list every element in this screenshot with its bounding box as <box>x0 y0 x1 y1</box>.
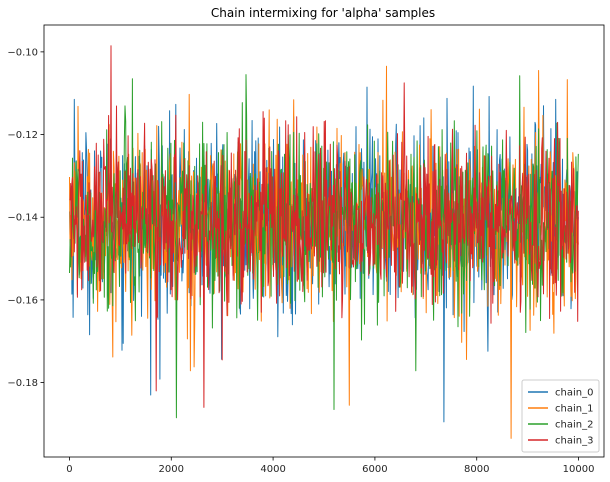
legend-label-chain_1: chain_1 <box>555 404 593 415</box>
legend-frame <box>521 379 600 453</box>
x-tick-label: 8000 <box>464 464 489 475</box>
y-axis: −0.18 −0.16 −0.14 −0.12 −0.10 <box>7 47 44 389</box>
legend: chain_0 chain_1 chain_2 chain_3 <box>521 379 600 453</box>
y-tick-label: −0.18 <box>7 378 38 389</box>
series-layer <box>69 45 579 439</box>
x-axis: 0 2000 4000 6000 8000 10000 <box>66 457 594 475</box>
x-tick-label: 2000 <box>159 464 184 475</box>
y-tick-label: −0.10 <box>7 47 38 58</box>
x-tick-label: 0 <box>66 464 72 475</box>
x-tick-label: 4000 <box>260 464 285 475</box>
plot-area: 0 2000 4000 6000 8000 10000 −0.18−0.16−0.14−0… <box>7 24 605 475</box>
legend-label-chain_3: chain_3 <box>555 436 593 447</box>
chart-title: Chain intermixing for 'alpha' samples <box>211 6 435 20</box>
y-tick-label: −0.16 <box>7 295 38 306</box>
legend-label-chain_0: chain_0 <box>555 388 593 399</box>
legend-label-chain_2: chain_2 <box>555 420 593 431</box>
series-line-chain_3 <box>69 45 579 408</box>
x-tick-label: 6000 <box>362 464 387 475</box>
y-tick-label: −0.12 <box>7 130 38 141</box>
y-tick-label: −0.14 <box>7 213 38 224</box>
x-tick-label: 10000 <box>563 464 595 475</box>
axes-frame <box>43 24 605 458</box>
